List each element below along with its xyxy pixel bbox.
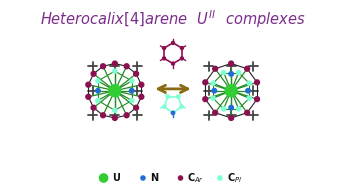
- Circle shape: [229, 61, 234, 66]
- Circle shape: [203, 80, 208, 85]
- Circle shape: [221, 107, 226, 111]
- Circle shape: [237, 70, 241, 75]
- Circle shape: [229, 72, 234, 76]
- Circle shape: [211, 96, 215, 100]
- Circle shape: [86, 82, 91, 87]
- Circle shape: [96, 79, 100, 83]
- Circle shape: [134, 105, 138, 110]
- Text: U: U: [112, 173, 120, 183]
- Circle shape: [255, 97, 260, 102]
- Circle shape: [203, 97, 208, 102]
- Text: C$_{Pl}$: C$_{Pl}$: [227, 171, 242, 185]
- Circle shape: [179, 176, 183, 180]
- Circle shape: [139, 94, 144, 99]
- Circle shape: [124, 64, 129, 69]
- Circle shape: [112, 115, 117, 120]
- Circle shape: [109, 85, 121, 97]
- Circle shape: [134, 71, 138, 76]
- Circle shape: [99, 174, 108, 182]
- Circle shape: [176, 95, 180, 98]
- Circle shape: [163, 46, 166, 50]
- Circle shape: [171, 111, 175, 115]
- Circle shape: [229, 115, 234, 120]
- Circle shape: [245, 66, 249, 71]
- Circle shape: [213, 66, 218, 71]
- Circle shape: [113, 69, 117, 73]
- Circle shape: [166, 95, 170, 98]
- Circle shape: [163, 57, 166, 60]
- Circle shape: [163, 105, 166, 108]
- Circle shape: [180, 57, 183, 60]
- Text: C$_{Ar}$: C$_{Ar}$: [187, 171, 204, 185]
- Circle shape: [246, 88, 250, 93]
- Circle shape: [101, 64, 106, 69]
- Circle shape: [139, 82, 144, 87]
- Circle shape: [247, 96, 251, 100]
- Circle shape: [245, 110, 249, 115]
- Circle shape: [221, 70, 226, 75]
- Circle shape: [91, 105, 96, 110]
- Circle shape: [211, 81, 215, 85]
- Circle shape: [225, 85, 237, 97]
- Circle shape: [141, 176, 145, 180]
- Circle shape: [112, 61, 117, 66]
- Text: $\mathit{Heterocalix[4]arene}$  $\mathit{U}^{\mathit{II}}$  $\mathit{complexes}$: $\mathit{Heterocalix[4]arene}$ $\mathit{…: [40, 8, 306, 30]
- Circle shape: [91, 71, 96, 76]
- Circle shape: [172, 62, 174, 65]
- Circle shape: [172, 41, 174, 44]
- Circle shape: [213, 110, 218, 115]
- Circle shape: [237, 107, 241, 111]
- Circle shape: [130, 98, 134, 103]
- Circle shape: [130, 79, 134, 83]
- Circle shape: [180, 105, 183, 108]
- Circle shape: [229, 105, 234, 110]
- Circle shape: [113, 108, 117, 112]
- Circle shape: [86, 94, 91, 99]
- Circle shape: [247, 81, 251, 85]
- Circle shape: [180, 46, 183, 50]
- Circle shape: [96, 98, 100, 103]
- Circle shape: [218, 176, 222, 180]
- Circle shape: [96, 88, 100, 93]
- Circle shape: [101, 113, 106, 118]
- Circle shape: [212, 88, 217, 93]
- Text: N: N: [150, 173, 158, 183]
- Circle shape: [129, 88, 134, 93]
- Circle shape: [255, 80, 260, 85]
- Circle shape: [124, 113, 129, 118]
